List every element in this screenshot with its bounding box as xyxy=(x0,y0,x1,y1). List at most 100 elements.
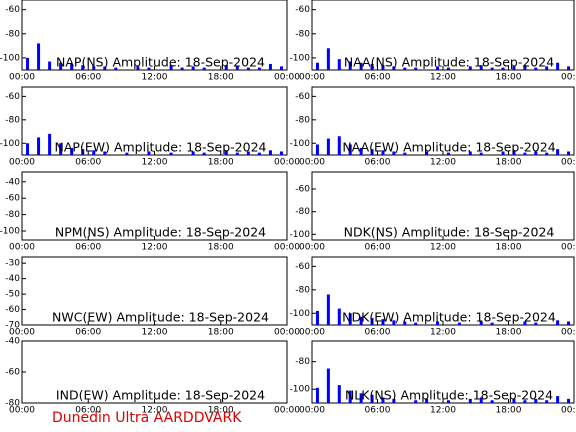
bar xyxy=(315,387,319,403)
bar xyxy=(556,396,560,403)
x-tick-label: 06:00 xyxy=(365,328,391,338)
bar xyxy=(490,67,494,70)
x-tick-label: 12:00 xyxy=(142,328,168,338)
bar xyxy=(48,133,52,155)
x-tick-label: 00:00 xyxy=(274,328,300,338)
bar xyxy=(556,62,560,70)
panel-title: IND(EW) Amplitude: 18-Sep-2024 xyxy=(56,388,265,403)
bar xyxy=(235,152,239,155)
panel-title: NAA(NS) Amplitude: 18-Sep-2024 xyxy=(344,55,554,70)
bar xyxy=(136,66,140,70)
bar xyxy=(191,66,195,70)
bar xyxy=(512,66,516,70)
bar xyxy=(348,61,352,70)
bar xyxy=(81,149,85,155)
y-tick-label: -80 xyxy=(295,115,310,125)
bar xyxy=(479,65,483,70)
bar xyxy=(103,66,107,70)
bar xyxy=(512,398,516,403)
plot-frame xyxy=(311,256,575,326)
y-tick-label: -80 xyxy=(295,285,310,295)
x-tick-label: 00:00 xyxy=(9,73,35,83)
y-tick-label: -60 xyxy=(5,305,20,315)
y-tick-label: -40 xyxy=(5,274,20,284)
bar xyxy=(381,319,385,325)
bar xyxy=(392,398,396,403)
y-tick-label: -80 xyxy=(5,399,20,409)
bar xyxy=(403,321,407,325)
y-tick-label: -30 xyxy=(5,259,20,269)
bar xyxy=(92,150,96,155)
x-tick-label: 06:00 xyxy=(365,73,391,83)
bar xyxy=(147,67,151,70)
y-tick-label: -100 xyxy=(290,230,311,240)
y-tick-label: -100 xyxy=(290,309,311,319)
bar xyxy=(125,152,129,155)
x-tick-label: 18:00 xyxy=(496,158,522,168)
y-tick-label: -100 xyxy=(290,385,311,395)
x-tick-label: 12:00 xyxy=(142,406,168,416)
x-tick-label: 00:00 xyxy=(274,73,300,83)
bar xyxy=(414,67,418,70)
bar xyxy=(556,320,560,325)
x-tick-label: 18:00 xyxy=(496,243,522,253)
bar xyxy=(326,48,330,70)
bar xyxy=(359,147,363,155)
x-tick-label: 00:00 xyxy=(274,243,300,253)
bar xyxy=(414,322,418,325)
bar xyxy=(337,308,341,325)
y-tick-label: -100 xyxy=(0,139,20,149)
x-tick-label: 06:00 xyxy=(365,158,391,168)
y-tick-label: -100 xyxy=(0,53,20,63)
x-tick-label: 00:00 xyxy=(299,158,325,168)
x-tick-label: 12:00 xyxy=(430,406,456,416)
bar xyxy=(202,67,206,70)
bar xyxy=(268,63,272,70)
bar xyxy=(279,151,283,155)
y-tick-label: -80 xyxy=(295,29,310,39)
bar xyxy=(501,67,505,70)
x-tick-label: 00:00 xyxy=(299,243,325,253)
bar xyxy=(202,152,206,155)
panel-title: NWC(EW) Amplitude: 18-Sep-2024 xyxy=(52,310,269,325)
bar xyxy=(337,136,341,155)
bar xyxy=(37,137,41,155)
bar xyxy=(370,63,374,70)
x-tick-label: 12:00 xyxy=(430,328,456,338)
bar xyxy=(534,151,538,155)
bar xyxy=(169,152,173,155)
bar xyxy=(246,67,250,70)
bar xyxy=(70,63,74,70)
bar xyxy=(246,151,250,155)
panel-title: NLK(NS) Amplitude: 18-Sep-2024 xyxy=(345,388,553,403)
bar xyxy=(370,317,374,325)
bar xyxy=(26,57,30,70)
bar xyxy=(479,321,483,325)
x-tick-label: 18:00 xyxy=(208,406,234,416)
bar xyxy=(567,151,571,155)
x-tick-label: 06:00 xyxy=(75,158,101,168)
bar xyxy=(268,150,272,155)
bar xyxy=(534,322,538,325)
bar xyxy=(425,151,429,155)
y-tick-label: -100 xyxy=(290,139,311,149)
bar xyxy=(545,152,549,155)
y-tick-label: -100 xyxy=(290,53,311,63)
y-tick-label: -40 xyxy=(5,177,20,187)
bar xyxy=(235,66,239,70)
bar xyxy=(468,398,472,403)
bar xyxy=(392,66,396,70)
panel-title: NPM(NS) Amplitude: 18-Sep-2024 xyxy=(55,225,266,240)
bar xyxy=(381,65,385,70)
bar xyxy=(446,152,450,155)
x-tick-label: 12:00 xyxy=(430,158,456,168)
y-tick-label: -80 xyxy=(5,115,20,125)
bar xyxy=(70,147,74,155)
bar xyxy=(545,66,549,70)
y-tick-label: -40 xyxy=(5,337,20,347)
x-tick-label: 00:00 xyxy=(299,328,325,338)
bar xyxy=(26,143,30,155)
x-tick-label: 12:00 xyxy=(430,73,456,83)
bar xyxy=(545,400,549,403)
bar xyxy=(479,397,483,403)
